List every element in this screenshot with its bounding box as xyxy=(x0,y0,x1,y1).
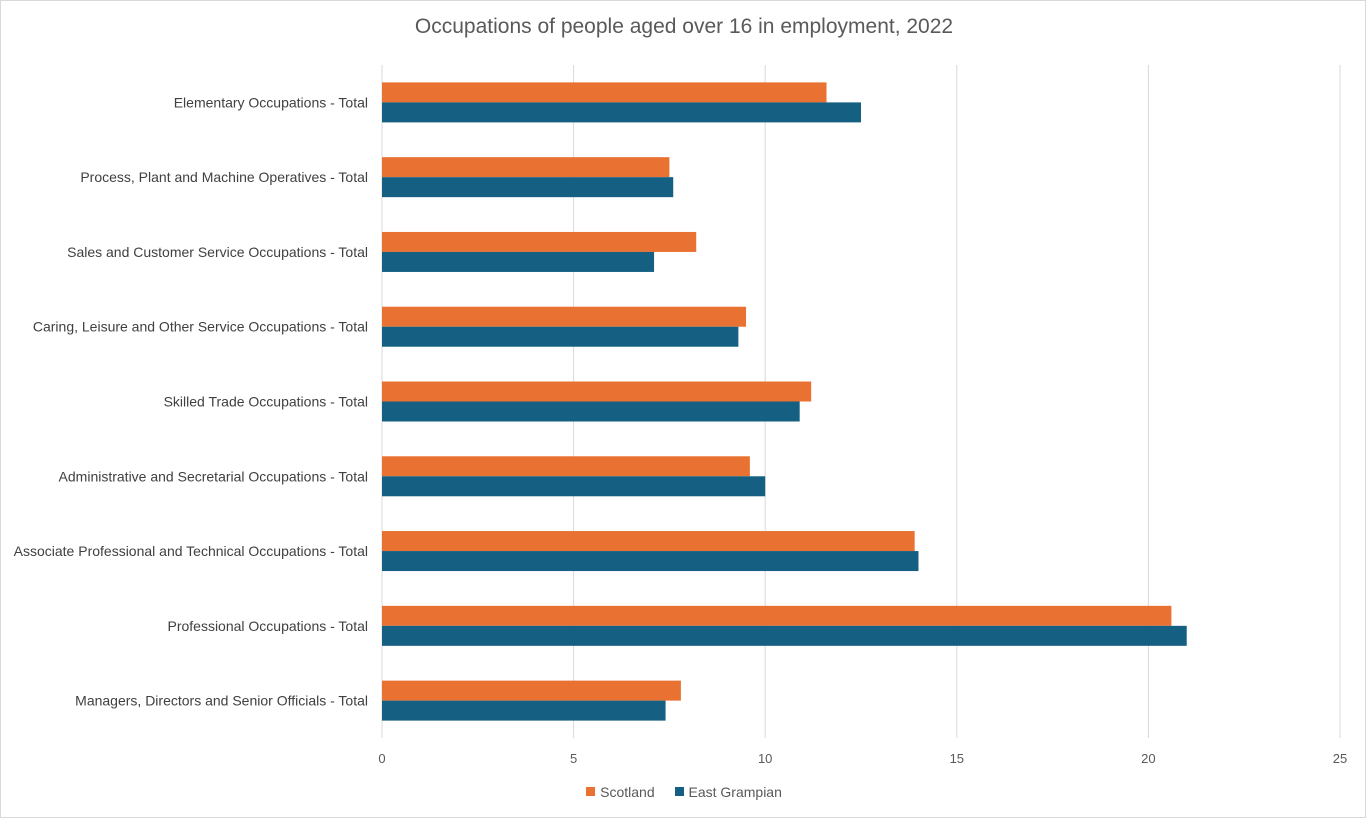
bar-scotland xyxy=(382,605,1172,626)
category-label: Skilled Trade Occupations - Total xyxy=(164,394,368,410)
x-tick-label: 25 xyxy=(1333,751,1347,766)
legend-label-scotland: Scotland xyxy=(600,783,655,800)
legend-item-scotland: Scotland xyxy=(586,783,655,800)
x-tick-label: 15 xyxy=(950,751,964,766)
bar-east-grampian xyxy=(382,700,666,721)
category-label: Administrative and Secretarial Occupatio… xyxy=(59,468,368,484)
chart-title: Occupations of people aged over 16 in em… xyxy=(414,15,954,38)
x-tick-label: 20 xyxy=(1141,751,1155,766)
category-label: Associate Professional and Technical Occ… xyxy=(14,543,368,559)
bar-scotland xyxy=(382,157,670,178)
legend-swatch-scotland xyxy=(586,787,596,796)
legend-swatch-east-grampian xyxy=(674,787,684,796)
bar-scotland xyxy=(382,306,747,327)
legend-label-east-grampian: East Grampian xyxy=(688,783,782,800)
x-tick-label: 5 xyxy=(570,751,577,766)
x-tick-label: 0 xyxy=(378,751,385,766)
bar-east-grampian xyxy=(382,326,739,347)
bar-east-grampian xyxy=(382,551,919,572)
x-tick-label: 10 xyxy=(758,751,772,766)
bar-scotland xyxy=(382,231,697,252)
bar-scotland xyxy=(382,82,827,103)
bar-east-grampian xyxy=(382,401,800,422)
bar-scotland xyxy=(382,680,681,701)
category-label: Professional Occupations - Total xyxy=(167,618,368,634)
legend-item-east-grampian: East Grampian xyxy=(674,783,782,800)
bar-east-grampian xyxy=(382,102,861,123)
category-label: Caring, Leisure and Other Service Occupa… xyxy=(33,319,368,335)
category-label: Process, Plant and Machine Operatives - … xyxy=(80,169,368,185)
bar-scotland xyxy=(382,456,750,477)
category-label: Sales and Customer Service Occupations -… xyxy=(67,244,368,260)
bar-scotland xyxy=(382,531,915,552)
bar-east-grampian xyxy=(382,625,1187,646)
bar-east-grampian xyxy=(382,251,655,272)
bar-scotland xyxy=(382,381,812,402)
category-label: Managers, Directors and Senior Officials… xyxy=(75,693,368,709)
bar-east-grampian xyxy=(382,177,674,198)
bar-east-grampian xyxy=(382,476,766,497)
category-label: Elementary Occupations - Total xyxy=(174,94,368,110)
chart-legend: Scotland East Grampian xyxy=(1,783,1366,800)
